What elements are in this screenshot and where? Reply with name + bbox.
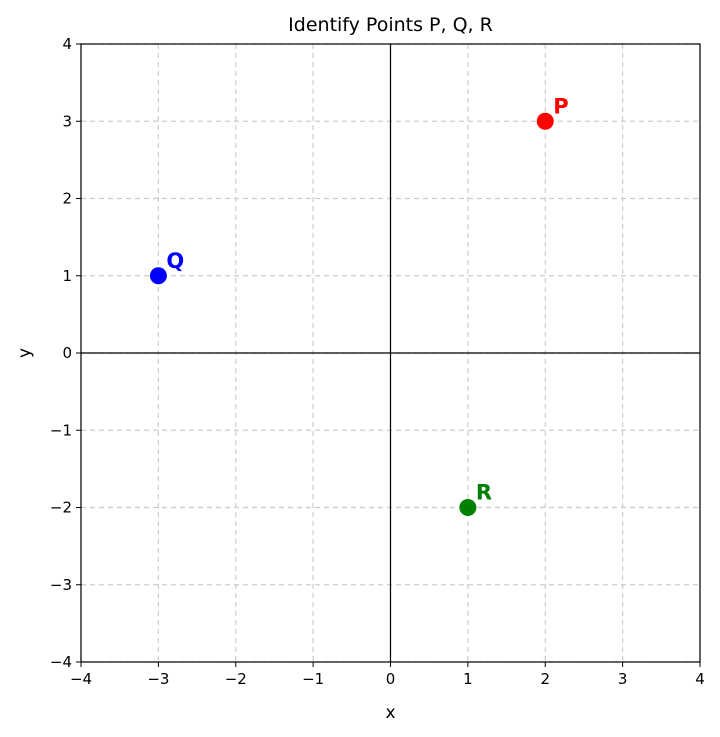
x-tick-label: 4 — [695, 670, 705, 688]
y-tick-label: 2 — [62, 190, 72, 208]
y-tick-label: 0 — [62, 344, 72, 362]
x-tick-label: 2 — [540, 670, 550, 688]
y-tick-label: −1 — [50, 421, 72, 439]
x-tick-label: −4 — [70, 670, 92, 688]
ticks: −4 −3 −2 −1 0 1 2 3 4 −4 −3 −2 −1 0 1 2 3 4 — [50, 35, 705, 688]
point-q — [149, 267, 167, 285]
x-tick-label: −2 — [225, 670, 247, 688]
x-tick-label: −3 — [147, 670, 169, 688]
y-tick-label: −3 — [50, 576, 72, 594]
x-axis-label: x — [385, 703, 395, 723]
point-q-label: Q — [166, 249, 184, 273]
y-axis-label: y — [15, 348, 35, 358]
y-tick-label: −4 — [50, 653, 72, 671]
point-r-label: R — [476, 481, 492, 505]
points: P Q R — [149, 94, 569, 516]
point-r — [459, 499, 477, 516]
x-tick-label: 3 — [618, 670, 628, 688]
point-p-label: P — [553, 94, 568, 118]
x-tick-label: 1 — [463, 670, 473, 688]
x-tick-label: 0 — [386, 670, 396, 688]
y-tick-label: 3 — [62, 112, 72, 130]
y-tick-label: 4 — [62, 35, 72, 53]
y-tick-label: 1 — [62, 267, 72, 285]
x-tick-label: −1 — [302, 670, 324, 688]
point-p — [536, 112, 554, 130]
y-tick-label: −2 — [50, 499, 72, 517]
origin-axes — [81, 44, 700, 662]
chart-title: Identify Points P, Q, R — [288, 14, 493, 36]
